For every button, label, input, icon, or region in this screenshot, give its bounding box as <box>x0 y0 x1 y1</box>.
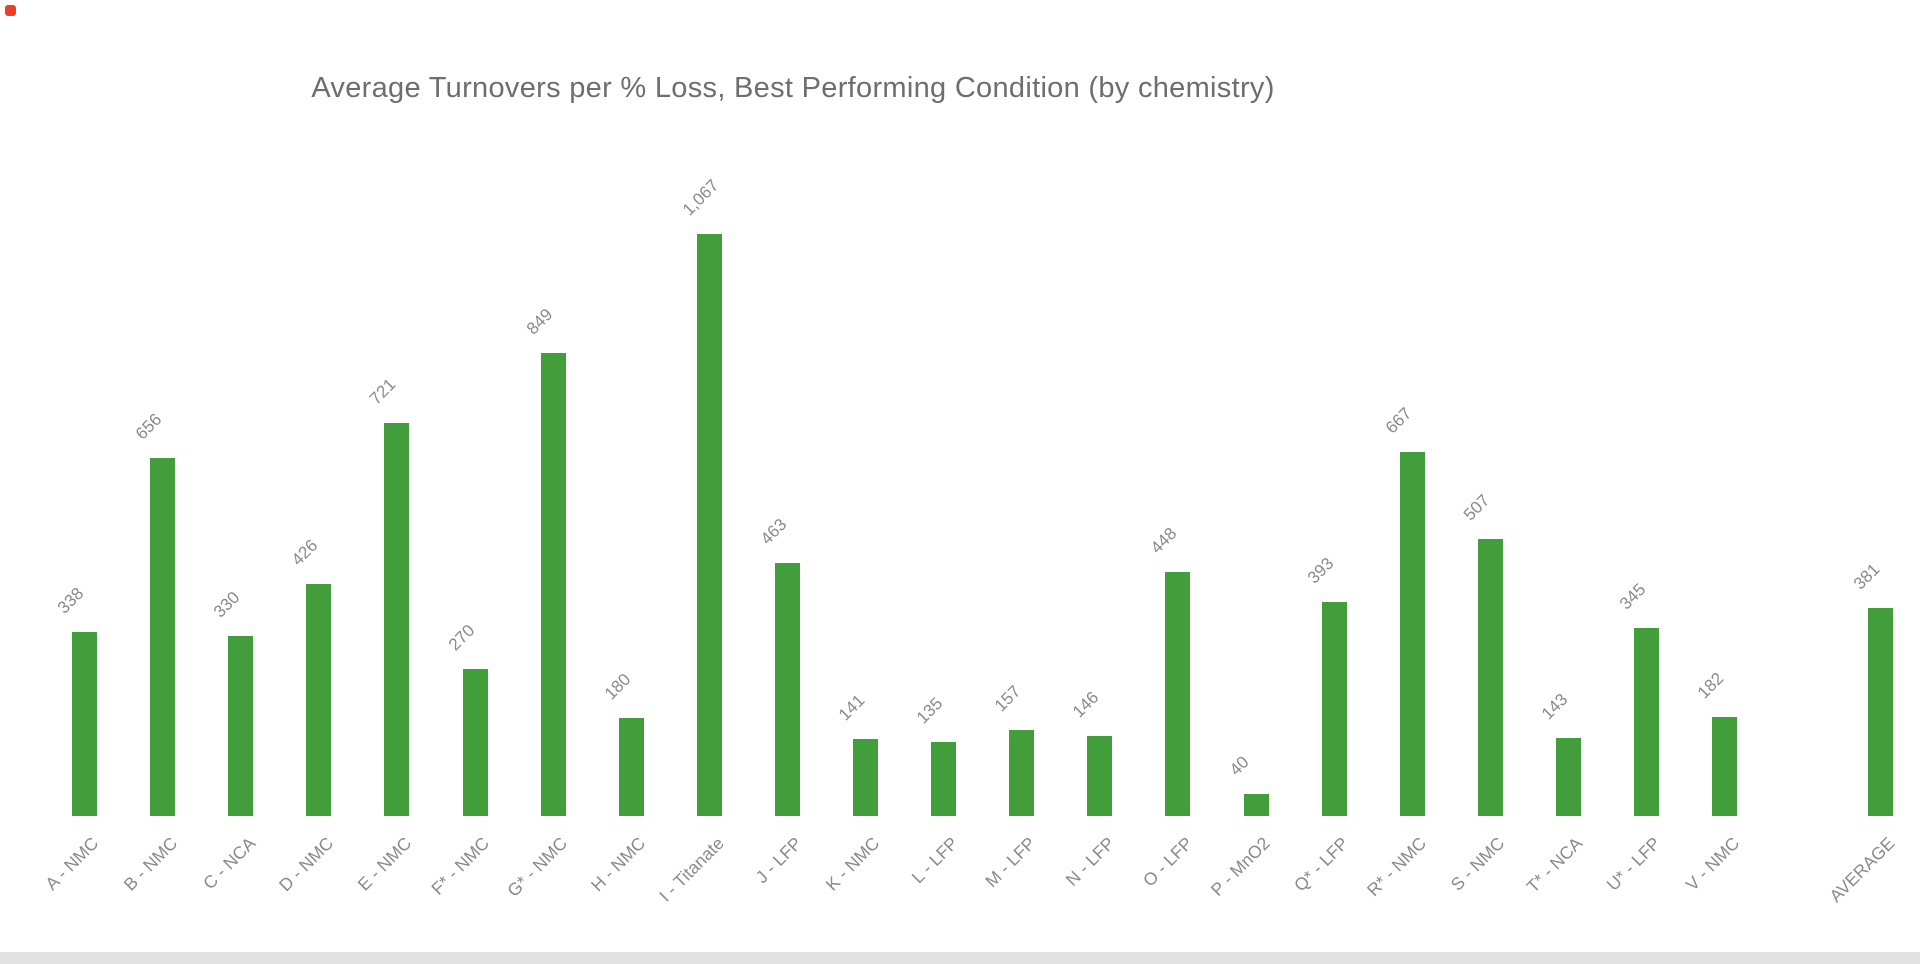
bar-value-label: 721 <box>366 374 400 409</box>
bar-value-label: 270 <box>444 620 478 655</box>
category-label: H - NMC <box>587 833 650 896</box>
category-label: J - LFP <box>751 833 806 888</box>
footer-strip <box>0 952 1920 964</box>
bar <box>540 353 566 816</box>
category-label: K - NMC <box>822 833 884 895</box>
bar-value-label: 146 <box>1069 687 1103 722</box>
bar <box>462 669 488 816</box>
bar-value-label: 157 <box>991 681 1025 716</box>
category-label: T* - NCA <box>1522 833 1587 897</box>
category-label: V - NMC <box>1681 833 1743 895</box>
bar-value-label: 656 <box>131 409 166 444</box>
category-label: R* - NMC <box>1363 833 1431 901</box>
category-label: U* - LFP <box>1603 833 1665 895</box>
bar <box>931 742 957 816</box>
category-label: O - LFP <box>1138 833 1197 891</box>
bar <box>774 563 800 816</box>
bar <box>306 584 332 816</box>
bar-value-label: 180 <box>600 669 635 704</box>
bar <box>696 234 722 816</box>
bar-value-label: 507 <box>1459 490 1494 525</box>
bar-value-label: 463 <box>756 514 791 549</box>
bar-value-label: 448 <box>1147 523 1181 558</box>
category-label: M - LFP <box>981 833 1040 892</box>
bar-value-label: 667 <box>1381 403 1416 438</box>
bar <box>1477 539 1503 816</box>
bar <box>1165 572 1191 816</box>
bar <box>1712 717 1738 816</box>
bar-value-label: 143 <box>1537 689 1572 724</box>
category-label: N - LFP <box>1061 833 1118 890</box>
category-label: L - LFP <box>907 833 962 888</box>
bar <box>72 632 97 816</box>
bar <box>1399 452 1425 816</box>
bar-value-label: 135 <box>912 693 947 728</box>
bar <box>618 718 644 816</box>
category-label: E - NMC <box>353 833 416 895</box>
category-label: P - MnO2 <box>1207 833 1275 900</box>
category-label: AVERAGE <box>1825 833 1899 907</box>
category-label: G* - NMC <box>503 833 572 901</box>
bar-value-label: 1,067 <box>678 175 723 220</box>
bar-value-label: 426 <box>288 535 322 570</box>
bar <box>1555 738 1581 816</box>
bar-value-label: 338 <box>53 583 88 618</box>
bar-value-label: 182 <box>1693 668 1728 703</box>
bar <box>1243 794 1269 816</box>
category-label: S - NMC <box>1446 833 1509 895</box>
bar <box>1087 736 1113 816</box>
bar-value-label: 40 <box>1225 752 1253 780</box>
category-label: A - NMC <box>41 833 103 894</box>
bar <box>384 423 410 816</box>
category-label: F* - NMC <box>427 833 494 899</box>
bar-value-label: 381 <box>1849 559 1884 594</box>
bar <box>1868 608 1893 816</box>
bar-value-label: 849 <box>522 304 556 339</box>
bar-value-label: 141 <box>834 690 869 725</box>
bar-value-label: 345 <box>1615 579 1650 614</box>
bar <box>853 739 878 816</box>
bar <box>1009 730 1035 816</box>
category-label: Q* - LFP <box>1289 833 1353 896</box>
category-label: D - NMC <box>274 833 337 896</box>
record-dot-icon <box>5 5 16 16</box>
bar-value-label: 330 <box>210 587 244 622</box>
category-label: C - NCA <box>198 833 259 894</box>
bar <box>1634 628 1659 816</box>
chart-title: Average Turnovers per % Loss, Best Perfo… <box>311 72 1275 104</box>
category-label: I - Titanate <box>654 833 728 906</box>
bar <box>150 458 176 816</box>
bar <box>228 636 254 816</box>
bar-value-label: 393 <box>1303 553 1337 588</box>
category-label: B - NMC <box>119 833 181 895</box>
bar <box>1321 602 1347 816</box>
